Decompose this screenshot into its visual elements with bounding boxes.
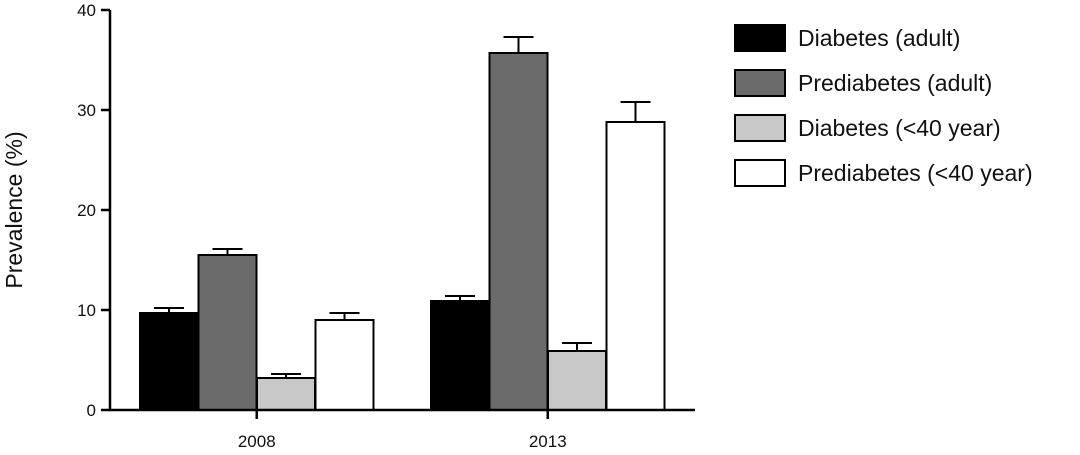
legend-label: Prediabetes (<40 year)	[798, 160, 1033, 186]
legend-label: Diabetes (adult)	[798, 25, 960, 51]
bar	[488, 52, 549, 411]
x-tick-label: 2013	[529, 432, 567, 451]
y-axis-title: Prevalence (%)	[1, 131, 27, 288]
y-tick-label: 10	[77, 301, 96, 320]
legend-swatch	[734, 24, 786, 52]
legend-swatch	[734, 159, 786, 187]
y-tick-label: 40	[77, 1, 96, 20]
x-tick-label: 2008	[238, 432, 276, 451]
legend-label: Prediabetes (adult)	[798, 70, 992, 96]
y-axis-ticks: 0 10 20 30 40	[77, 1, 110, 420]
bar	[430, 300, 490, 411]
y-tick-label: 30	[77, 101, 96, 120]
legend-label: Diabetes (<40 year)	[798, 115, 1001, 141]
legend-swatch	[734, 69, 786, 97]
bar	[197, 254, 258, 411]
bar	[314, 319, 375, 411]
bar	[547, 350, 607, 411]
bar	[256, 377, 316, 411]
bar	[139, 312, 199, 411]
x-axis-ticks: 2008 2013	[238, 410, 567, 451]
plot-area	[139, 36, 666, 411]
legend-swatch	[734, 114, 786, 142]
y-tick-label: 0	[87, 401, 96, 420]
bar	[605, 121, 666, 411]
legend: Diabetes (adult) Prediabetes (adult) Diabe…	[734, 24, 1033, 187]
y-tick-label: 20	[77, 201, 96, 220]
